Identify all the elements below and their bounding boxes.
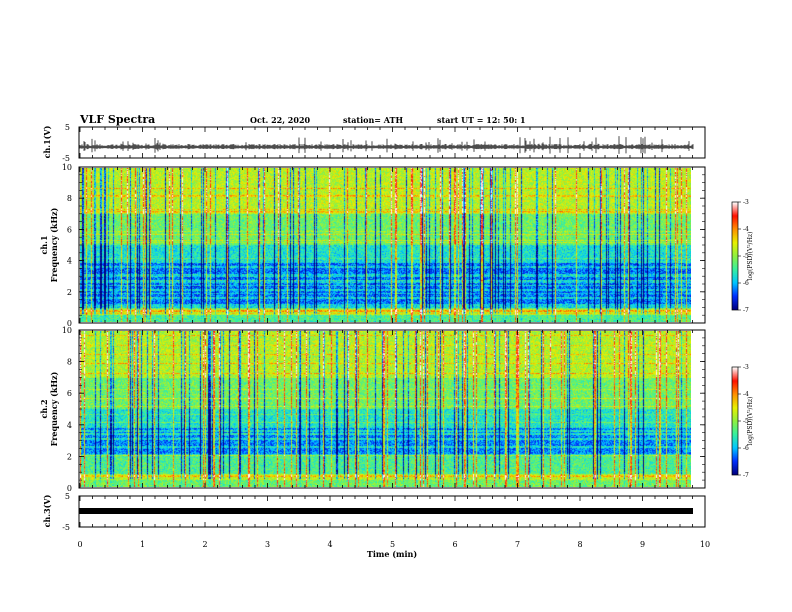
ch1-spectrogram-ylabel-frequency: Frequency (kHz) — [49, 207, 59, 282]
ch2-spectrogram-image — [80, 331, 691, 487]
colorbar-tick-label: -6 — [743, 280, 749, 287]
figure-station: station= ATH — [343, 115, 403, 125]
ch1-waveform-frame — [78, 126, 706, 159]
y-tick-label: 8 — [67, 358, 72, 367]
colorbar-tick-label: -3 — [743, 199, 749, 206]
colorbar-tick-label: -5 — [743, 418, 749, 425]
y-tick-label: 4 — [67, 257, 72, 266]
y-tick-label: 0 — [67, 319, 72, 328]
colorbar-tick-label: -4 — [743, 391, 749, 398]
y-tick-label: 10 — [62, 326, 72, 335]
ch1-spectrogram-ylabel-channel: ch.1 — [39, 235, 49, 254]
ch3-waveform-ylabel: ch.3(V) — [42, 494, 52, 527]
ch3-waveform-trace — [79, 508, 693, 514]
ch2-spectrogram-ticks — [79, 329, 706, 489]
x-tick-label: 7 — [515, 540, 520, 549]
ch1-waveform-ylabel: ch.1(V) — [42, 125, 52, 158]
ch1-waveform-trace — [79, 136, 694, 154]
colorbar-gradient — [732, 367, 738, 475]
figure-start-ut: start UT = 12: 50: 1 — [437, 115, 526, 125]
colorbar-tick-label: -7 — [743, 472, 749, 479]
y-tick-label: 0 — [67, 484, 72, 493]
figure-title: VLF Spectra — [79, 113, 155, 126]
ch3-waveform-panel: 5 -5 ch.3(V) 0 1 2 3 4 5 6 7 8 9 10 Time (min) — [42, 492, 710, 559]
ch2-spectrogram-panel: 0 2 4 6 8 10 ch.2 Frequency (kHz) -3 -4 -5 -6 -7 l… — [39, 326, 754, 493]
ch1-colorbar: -3 -4 -5 -6 -7 log(PSD)(V²/Hz) — [731, 199, 754, 314]
colorbar-tick-label: -7 — [743, 307, 749, 314]
y-tick-label: 6 — [67, 389, 72, 398]
ch3-waveform-ticks — [79, 496, 706, 527]
colorbar-label: log(PSD)(V²/Hz) — [747, 397, 754, 446]
ch1-spectrogram-image — [80, 168, 691, 322]
time-axis-label: Time (min) — [367, 549, 417, 559]
colorbar-tick-label: -5 — [743, 253, 749, 260]
y-tick-label: 10 — [62, 163, 72, 172]
x-tick-label: 9 — [640, 540, 645, 549]
y-tick-label: 4 — [67, 421, 72, 430]
colorbar-label: log(PSD)(V²/Hz) — [747, 232, 754, 281]
y-tick-label: 6 — [67, 225, 72, 234]
x-tick-label: 4 — [327, 540, 332, 549]
y-tick-label: 2 — [67, 288, 72, 297]
x-tick-label: 10 — [700, 540, 710, 549]
ch1-spectrogram-panel: 0 2 4 6 8 10 ch.1 Frequency (kHz) -3 -4 -5 -6 -7 l… — [39, 163, 754, 328]
ch3-ytick-bottom: -5 — [62, 523, 70, 532]
ch1-spectrogram-ticks — [79, 166, 706, 324]
x-tick-label: 5 — [390, 540, 395, 549]
y-tick-label: 8 — [67, 194, 72, 203]
ch2-spectrogram-ylabel-channel: ch.2 — [39, 399, 49, 418]
ch2-colorbar: -3 -4 -5 -6 -7 log(PSD)(V²/Hz) — [731, 364, 754, 479]
ch3-ytick-top: 5 — [65, 492, 70, 501]
time-axis-ticklabels: 0 1 2 3 4 5 6 7 8 9 10 — [77, 540, 710, 549]
x-tick-label: 8 — [577, 540, 582, 549]
ch1-spectrogram-yticklabels: 0 2 4 6 8 10 — [62, 163, 72, 328]
x-tick-label: 2 — [202, 540, 207, 549]
x-tick-label: 1 — [140, 540, 145, 549]
ch2-spectrogram-yticklabels: 0 2 4 6 8 10 — [62, 326, 72, 493]
colorbar-tick-label: -4 — [743, 226, 749, 233]
ch1-waveform-ticks — [79, 127, 706, 158]
ch1-ytick-bottom: -5 — [62, 154, 70, 163]
ch1-ytick-top: 5 — [65, 123, 70, 132]
figure-date: Oct. 22, 2020 — [250, 115, 311, 125]
x-tick-label: 3 — [265, 540, 270, 549]
ch1-waveform-panel: 5 -5 ch.1(V) — [42, 123, 706, 163]
colorbar-tick-label: -6 — [743, 445, 749, 452]
x-tick-label: 6 — [452, 540, 457, 549]
x-tick-label: 0 — [77, 540, 82, 549]
y-tick-label: 2 — [67, 452, 72, 461]
ch2-spectrogram-ylabel-frequency: Frequency (kHz) — [49, 371, 59, 446]
colorbar-gradient — [732, 202, 738, 310]
colorbar-tick-label: -3 — [743, 364, 749, 371]
